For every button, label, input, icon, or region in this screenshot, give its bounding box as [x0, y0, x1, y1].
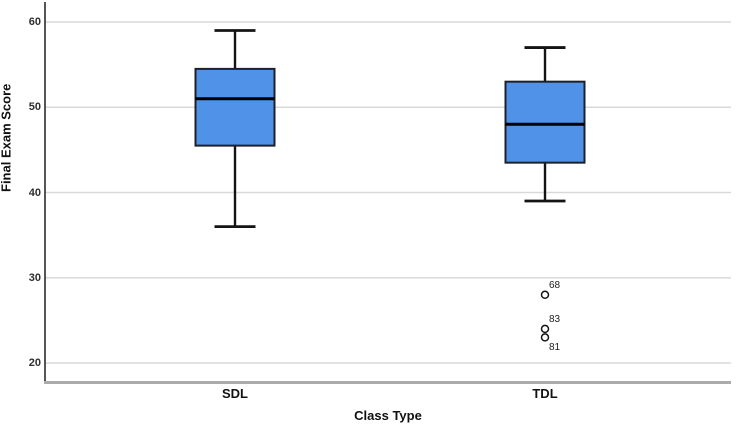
x-axis-title: Class Type [354, 408, 422, 423]
y-tick-label-60: 60 [28, 16, 41, 28]
y-tick-label-50: 50 [28, 101, 41, 114]
iqr-box-tdl [504, 80, 586, 164]
iqr-box-sdl [194, 67, 276, 147]
y-tick-label-30: 30 [28, 271, 41, 284]
outlier-case-label-83: 83 [549, 313, 561, 325]
y-tick-label-20: 20 [28, 357, 41, 369]
outlier-case-label-81: 81 [549, 342, 561, 354]
outlier-case-label-68: 68 [549, 279, 561, 291]
x-category-label-tdl: TDL [532, 386, 558, 401]
y-tick-label-40: 40 [28, 186, 41, 199]
outlier-point-case-83 [540, 324, 550, 334]
outlier-point-case-81 [540, 333, 550, 342]
x-category-label-sdl: SDL [222, 386, 248, 401]
outlier-point-case-68 [540, 290, 550, 300]
